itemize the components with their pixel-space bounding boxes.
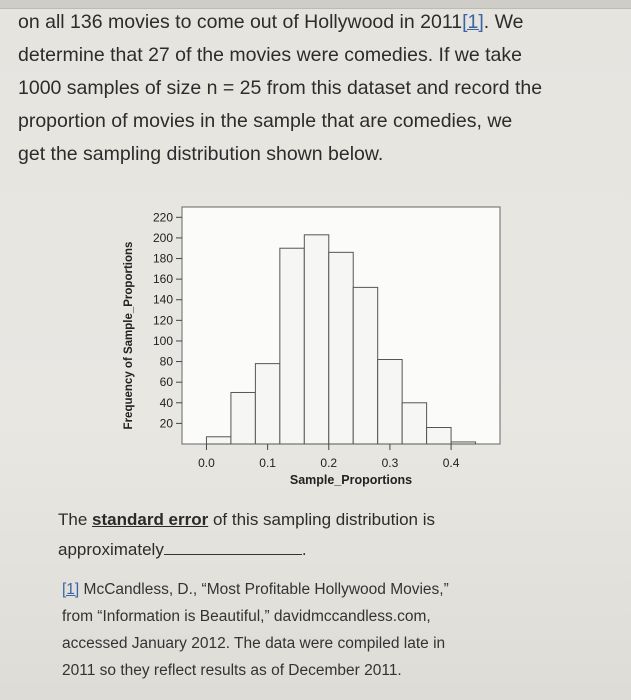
histogram-svg: 20 40 60 80 100 120 140 160 180 200 220 0.0 0.1 0.2 0.… xyxy=(123,206,501,487)
answer-blank xyxy=(163,540,302,555)
question-line-1: The standard error of this sampling dist… xyxy=(58,505,598,535)
intro-line-2: determine that 27 of the movies were com… xyxy=(18,44,523,66)
intro-line-3: 1000 samples of size n = 25 from this da… xyxy=(18,77,543,99)
footnote: [1] McCandless, D., “Most Profitable Hol… xyxy=(62,576,582,684)
histogram-bar-6 xyxy=(352,286,379,445)
x-tick-label-1: 0.1 xyxy=(259,456,276,470)
y-tick-label-7: 160 xyxy=(153,272,173,286)
histogram-bar-8 xyxy=(401,402,428,445)
y-axis-label: Frequency of Sample_Proportions xyxy=(123,242,135,430)
footnote-line-3: accessed January 2012. The data were com… xyxy=(62,635,446,652)
y-tick-label-6: 140 xyxy=(153,293,173,307)
y-tick-label-10: 220 xyxy=(153,210,173,224)
y-tick-label-3: 80 xyxy=(160,355,174,369)
footnote-line-4: 2011 so they reflect results as of Decem… xyxy=(62,662,402,679)
question-end: . xyxy=(301,540,307,559)
intro-line-1-end: . We xyxy=(483,11,524,33)
y-tick-label-2: 60 xyxy=(160,375,174,389)
standard-error-term[interactable]: standard error xyxy=(92,510,209,529)
histogram-bar-0 xyxy=(205,436,232,445)
x-tick-label-2: 0.2 xyxy=(320,456,337,470)
histogram-bar-7 xyxy=(377,359,403,445)
histogram-bar-4 xyxy=(303,234,330,445)
footnote-line-2: from “Information is Beautiful,” davidmc… xyxy=(62,608,431,625)
x-tick-label-0: 0.0 xyxy=(198,456,215,470)
histogram-bar-3 xyxy=(279,247,305,445)
question-text: The standard error of this sampling dist… xyxy=(58,505,598,565)
histogram-bar-1 xyxy=(230,391,256,445)
histogram-bar-10 xyxy=(450,441,477,445)
y-tick-label-8: 180 xyxy=(153,252,173,266)
reference-link-1[interactable]: [1] xyxy=(462,11,484,33)
x-axis-label: Sample_Proportions xyxy=(290,473,412,487)
y-tick-label-1: 40 xyxy=(160,396,174,410)
intro-line-1-text: on all 136 movies to come out of Hollywo… xyxy=(18,11,463,33)
x-tick-label-3: 0.3 xyxy=(382,456,399,470)
footnote-line-1: [1] McCandless, D., “Most Profitable Hol… xyxy=(62,576,582,603)
y-tick-label-9: 200 xyxy=(153,231,173,245)
intro-text: on all 136 movies to come out of Hollywo… xyxy=(18,6,618,171)
y-tick-label-4: 100 xyxy=(153,334,173,348)
histogram-bar-9 xyxy=(426,427,452,445)
footnote-line-1-text: McCandless, D., “Most Profitable Hollywo… xyxy=(79,581,449,598)
footnote-ref-link[interactable]: [1] xyxy=(62,581,80,598)
question-line-2: approximately. xyxy=(58,535,598,565)
x-tick-label-4: 0.4 xyxy=(443,456,460,470)
intro-line-4: proportion of movies in the sample that … xyxy=(18,110,513,132)
question-suffix: of this sampling distribution is xyxy=(208,510,436,529)
histogram-bar-5 xyxy=(328,251,354,445)
y-tick-label-0: 20 xyxy=(160,416,174,430)
intro-line-1: on all 136 movies to come out of Hollywo… xyxy=(18,6,618,39)
question-approximately: approximately xyxy=(58,540,164,559)
histogram-chart: 20 40 60 80 100 120 140 160 180 200 220 0.0 0.1 0.2 0.… xyxy=(110,200,510,490)
question-prefix: The xyxy=(58,510,93,529)
intro-line-5: get the sampling distribution shown belo… xyxy=(18,143,384,165)
top-border xyxy=(0,0,631,9)
y-tick-label-5: 120 xyxy=(153,313,173,327)
histogram-bar-2 xyxy=(254,363,281,445)
